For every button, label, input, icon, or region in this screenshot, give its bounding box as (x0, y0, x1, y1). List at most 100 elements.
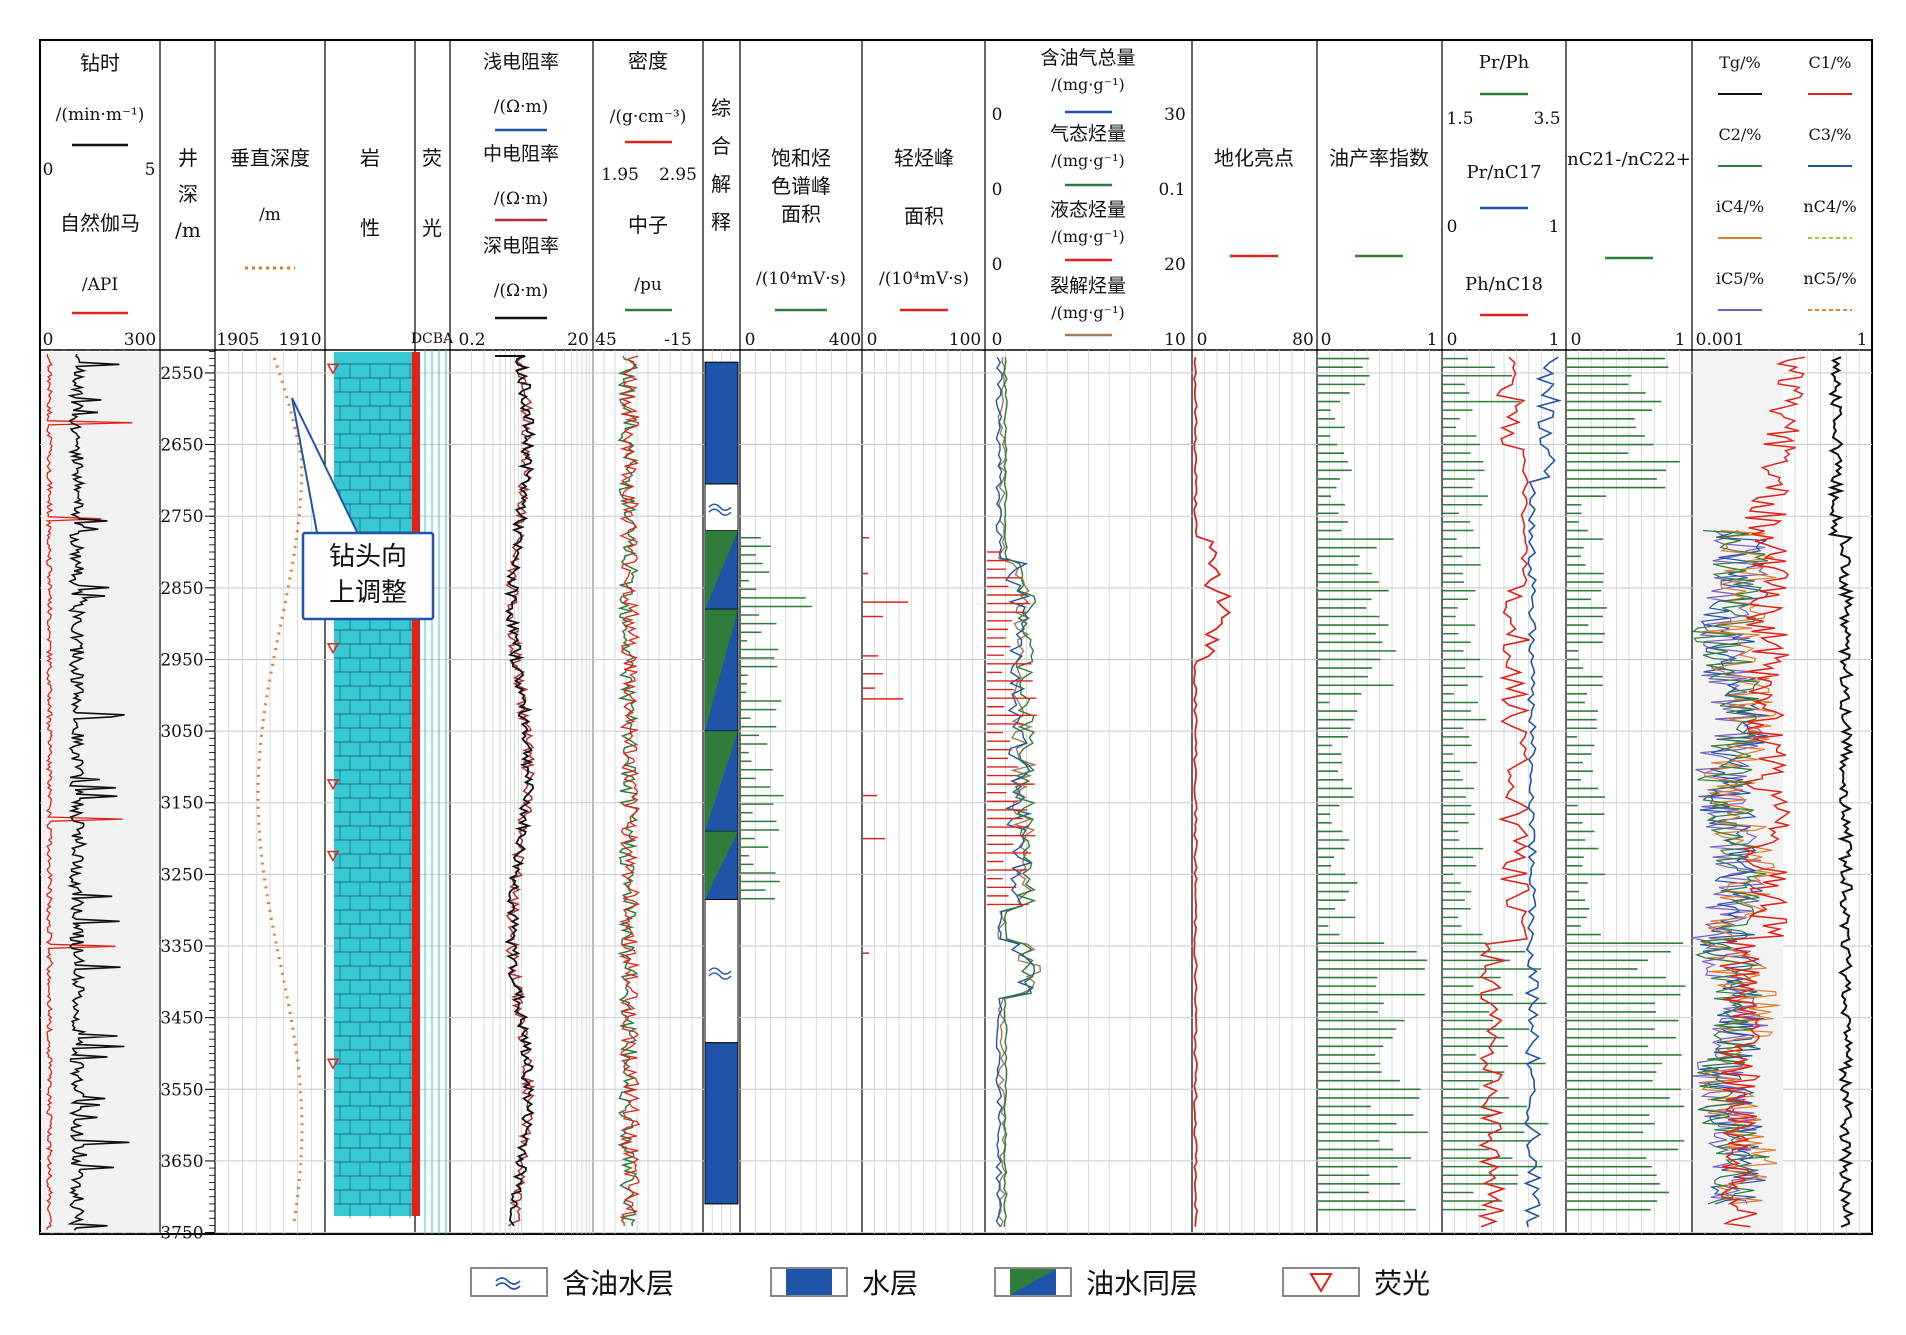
fluorescence-marker (326, 642, 340, 655)
drill-time-curve (67, 353, 130, 1231)
depth-tick-label: 3750 (160, 1224, 203, 1244)
cracked-hc-title: 裂解烃量 (1050, 275, 1126, 297)
lithology-header: 性 (360, 216, 380, 240)
density-min: 1.95 (601, 165, 639, 185)
hc-r3-max: 20 (1164, 255, 1186, 275)
callout-box (301, 531, 435, 621)
lithology-header: 岩 (360, 146, 380, 170)
hc-unit: /(mg·g⁻¹) (1051, 151, 1124, 170)
res-unit: /(Ω·m) (494, 189, 549, 209)
drill-bg (41, 352, 159, 1232)
prph-r1-min: 1.5 (1446, 109, 1473, 129)
pr-nc17-title: Pr/nC17 (1466, 162, 1541, 183)
res-min: 0.2 (458, 330, 485, 350)
legend-oil-water: 油水同层 (994, 1258, 1198, 1306)
hc-unit: /(mg·g⁻¹) (1051, 303, 1124, 322)
hc-r2-max: 0.1 (1158, 180, 1185, 200)
gamma-title: 自然伽马 (60, 211, 140, 235)
gas-component-label: nC4/% (1803, 197, 1856, 216)
oil-bearing-water-swatch (470, 1267, 548, 1297)
fluorescence-marker (326, 363, 340, 375)
hc-r1-min: 0 (992, 105, 1003, 125)
depth-tick-label: 2850 (160, 579, 203, 599)
geochem-curve (1193, 357, 1233, 1227)
neutron-title: 中子 (628, 213, 668, 237)
density-curve (618, 355, 641, 1227)
prph-r3-max: 1 (1549, 330, 1560, 350)
deep-res-title: 深电阻率 (483, 235, 559, 257)
density-max: 2.95 (659, 165, 697, 185)
oil-production-index-title: 油产率指数 (1329, 146, 1429, 170)
oil-water-fill (705, 530, 738, 610)
drill-max: 5 (145, 160, 156, 180)
depth-header: /m (175, 218, 201, 242)
fluorescence-scale: DCBA (411, 331, 454, 347)
light-max: 100 (949, 330, 981, 350)
hc-r3-min: 0 (992, 255, 1003, 275)
depth-tick-label: 2550 (160, 364, 203, 384)
interpretation-header: 释 (711, 210, 731, 234)
depth-tick-label: 3450 (160, 1009, 203, 1029)
prph-r2-max: 1 (1549, 217, 1560, 237)
gamma-unit: /API (82, 275, 118, 295)
gas-component-label: nC5/% (1803, 269, 1856, 288)
callout-joint-cover (305, 535, 321, 555)
depth-tick-label: 3050 (160, 722, 203, 742)
oil-water-fill (705, 831, 738, 900)
pr-ph-title: Pr/Ph (1479, 52, 1530, 73)
oil-bearing-water-layer (704, 483, 739, 532)
light-gas-component-curve (1691, 529, 1770, 1205)
drill-min: 0 (43, 160, 54, 180)
water-layer (704, 1042, 739, 1205)
pr-ph-track (1443, 356, 1562, 1228)
interpretation-header: 解 (711, 172, 731, 196)
cracked-hc-curve (997, 357, 1042, 1228)
hc-r1-max: 30 (1164, 105, 1186, 125)
water-layer (704, 361, 739, 485)
legend-label: 油水同层 (1086, 1267, 1199, 1300)
tvd-curve (256, 357, 304, 1227)
legend-label: 荧光 (1374, 1267, 1431, 1300)
gas-hc-curve (1003, 357, 1037, 1227)
gamma-curve (45, 353, 133, 1230)
lithology-track (326, 352, 420, 1218)
gas-max: 1 (1857, 330, 1868, 350)
oil-water-symbol (708, 503, 732, 516)
medium-resistivity-curve (504, 355, 536, 1227)
depth-tick-label: 3250 (160, 865, 203, 885)
medium-res-title: 中电阻率 (483, 143, 559, 165)
fluorescence-header: 荧 (422, 146, 442, 170)
oil-water-symbol (708, 967, 732, 980)
oil-bearing-water-layer (704, 898, 739, 1044)
depth-tick-label: 2750 (160, 507, 203, 527)
prod-max: 1 (1427, 330, 1438, 350)
prod-min: 0 (1321, 330, 1332, 350)
gamma-max: 300 (124, 330, 156, 350)
density-title: 密度 (628, 49, 668, 73)
gas-component-label: iC4/% (1716, 197, 1764, 216)
depth-header: 井 (178, 146, 198, 170)
gas-min: 0.001 (1696, 330, 1745, 350)
tvd-title: 垂直深度 (230, 146, 310, 170)
drill-time-title: 钻时 (80, 51, 120, 75)
light-hc-track (863, 536, 908, 954)
depth-tick-label: 3650 (160, 1152, 203, 1172)
res-unit: /(Ω·m) (494, 281, 549, 301)
oil-water-fill (705, 609, 738, 732)
depth-tick-label: 2950 (160, 650, 203, 670)
nc21-nc22-title: nC21-/nC22+ (1567, 149, 1691, 170)
hc-r4-min: 0 (992, 330, 1003, 350)
drill-time-unit: /(min·m⁻¹) (56, 105, 145, 125)
fluorescence-marker (326, 1058, 340, 1070)
prph-r1-max: 3.5 (1533, 109, 1560, 129)
saturated-hc-unit: /(10⁴mV·s) (756, 269, 846, 289)
production-index-track (1318, 357, 1428, 1211)
shallow-res-title: 浅电阻率 (483, 51, 559, 73)
light-min: 0 (867, 330, 878, 350)
prph-r2-min: 0 (1447, 217, 1458, 237)
tvd-max: 1910 (278, 330, 321, 350)
depth-header: 深 (178, 182, 198, 206)
depth-track: 2550 2650 2750 2850 2950 3050 3150 3250 3350 3450… (160, 351, 215, 1244)
neutron-max: -15 (664, 330, 691, 350)
fluorescence-marker (326, 779, 340, 791)
